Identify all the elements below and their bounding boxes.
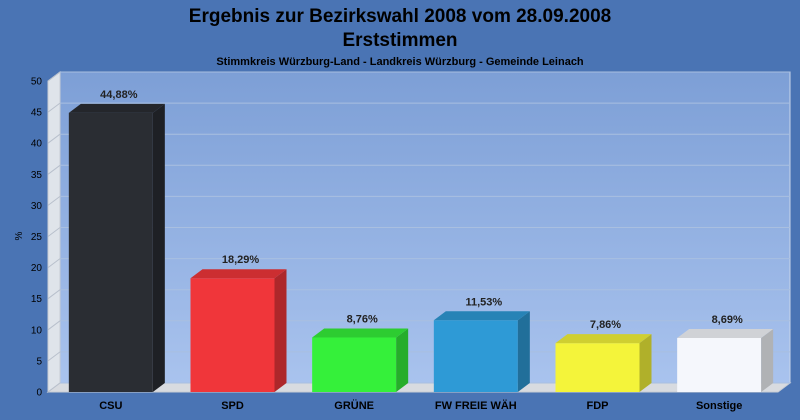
bar bbox=[677, 328, 774, 392]
bar-value-label: 11,53% bbox=[465, 296, 502, 308]
bar bbox=[68, 103, 165, 392]
gridline-side bbox=[47, 164, 61, 175]
y-axis-label: % bbox=[14, 231, 25, 240]
bar-side bbox=[274, 269, 287, 392]
y-tick-label: 5 bbox=[36, 356, 42, 367]
x-category-label: SPD bbox=[221, 400, 244, 412]
y-tick-label: 50 bbox=[31, 77, 43, 88]
gridline-side bbox=[47, 351, 61, 362]
chart-subtitle: Erststimmen bbox=[342, 30, 457, 51]
chart-caption: Stimmkreis Würzburg-Land - Landkreis Wür… bbox=[216, 56, 584, 68]
y-tick-label: 10 bbox=[31, 325, 43, 336]
bar-value-label: 18,29% bbox=[222, 254, 260, 266]
gridline-side bbox=[47, 195, 61, 206]
bar-top bbox=[433, 311, 530, 321]
bar-top bbox=[677, 328, 774, 338]
bar-value-label: 7,86% bbox=[590, 319, 621, 331]
bar-value-label: 8,76% bbox=[347, 314, 378, 326]
bar-top bbox=[312, 328, 409, 338]
gridline-side bbox=[47, 320, 61, 331]
x-category-label: CSU bbox=[99, 400, 122, 412]
y-tick-label: 15 bbox=[31, 294, 43, 305]
bar-front bbox=[555, 343, 640, 392]
bar-front bbox=[190, 278, 275, 392]
bar-top bbox=[68, 103, 165, 113]
y-tick-label: 25 bbox=[31, 232, 43, 243]
gridline-side bbox=[47, 227, 61, 237]
y-tick-label: 45 bbox=[31, 108, 43, 119]
y-tick-label: 35 bbox=[31, 170, 43, 181]
bar-side bbox=[152, 103, 165, 392]
bar-front bbox=[433, 320, 518, 392]
bar bbox=[555, 334, 652, 392]
bar bbox=[312, 328, 409, 392]
bar bbox=[190, 269, 287, 392]
y-tick-label: 20 bbox=[31, 263, 43, 274]
bar-top bbox=[190, 269, 287, 279]
x-category-label: FDP bbox=[587, 400, 609, 412]
bar-top bbox=[555, 334, 652, 344]
y-tick-label: 0 bbox=[36, 388, 42, 399]
bar-side bbox=[761, 328, 774, 392]
gridline-side bbox=[47, 102, 61, 113]
gridline-side bbox=[47, 382, 61, 393]
x-category-label: FW FREIE WÄH bbox=[435, 399, 517, 412]
gridline-side bbox=[47, 258, 61, 269]
plot-area: 0 5 10 15 20 25 30 35 40 45 50 44,88% CSU 18,29% SPD 8,… bbox=[31, 71, 792, 412]
bar-front bbox=[677, 337, 762, 392]
bar bbox=[433, 311, 530, 392]
bar-side bbox=[517, 311, 530, 392]
gridline-side bbox=[47, 133, 61, 144]
y-tick-label: 30 bbox=[31, 201, 43, 212]
gridline-side bbox=[47, 71, 61, 82]
gridline-side bbox=[47, 289, 61, 300]
bar-value-label: 8,69% bbox=[712, 314, 743, 326]
x-category-label: Sonstige bbox=[696, 400, 742, 412]
bar-side bbox=[396, 328, 409, 392]
y-tick-label: 40 bbox=[31, 139, 43, 150]
bar-front bbox=[312, 337, 397, 392]
x-category-label: GRÜNE bbox=[334, 399, 374, 412]
bar-value-label: 44,88% bbox=[100, 89, 138, 101]
chart-title: Ergebnis zur Bezirkswahl 2008 vom 28.09.… bbox=[189, 6, 611, 27]
bar-side bbox=[639, 334, 652, 392]
bar-front bbox=[68, 112, 153, 392]
